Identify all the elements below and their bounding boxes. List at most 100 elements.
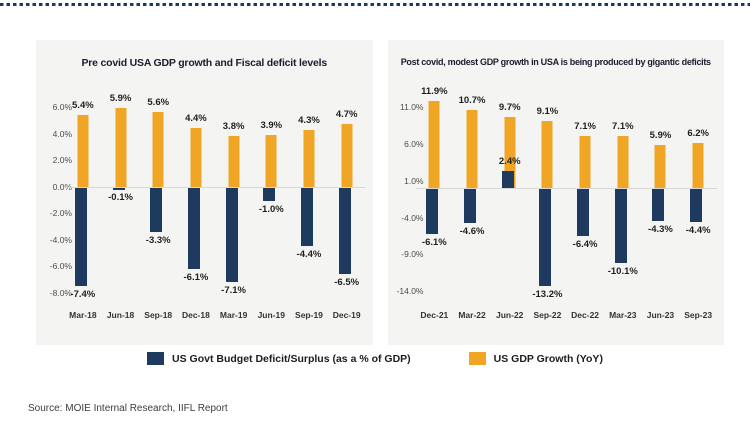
x-axis-tick-label: Jun-19 — [257, 310, 285, 320]
gdp-growth-value-label: 4.3% — [298, 114, 320, 126]
x-axis-labels: Mar-18 Jun-18 Sep-18 Dec-18 Mar-19 Jun-19 Sep-… — [64, 310, 366, 320]
deficit-bar — [464, 189, 477, 224]
bar-column: 5.6% -3.3% — [139, 95, 177, 305]
deficit-bar — [150, 187, 163, 232]
post-covid-chart-panel: Post covid, modest GDP growth in USA is … — [387, 40, 725, 345]
y-axis-tick-label: 2.0% — [52, 155, 72, 166]
bar-column: 5.9% -4.3% — [642, 95, 680, 305]
y-axis-tick-label: -14.0% — [396, 286, 424, 297]
gdp-growth-bar — [77, 114, 89, 187]
bar-column: 11.9% -6.1% — [416, 86, 454, 305]
bar-column: 9.7% 2.4% — [491, 95, 529, 305]
bar-column: 3.9% -1.0% — [252, 95, 290, 305]
deficit-bar — [112, 187, 125, 190]
gdp-growth-value-label: 10.7% — [458, 94, 486, 106]
gdp-growth-value-label: 5.4% — [72, 99, 94, 111]
post-covid-chart-plot: 11.0% 6.0% 1.0% -4.0% -9.0% -14.0% 11.9% -6.1% 1… — [388, 40, 725, 345]
deficit-value-label: -3.3% — [145, 234, 171, 246]
gdp-growth-legend-swatch-icon — [468, 352, 486, 365]
zero-gridline — [415, 188, 717, 190]
deficit-bar — [614, 189, 627, 264]
deficit-bar — [338, 187, 351, 275]
gdp-growth-bar — [190, 128, 202, 187]
x-axis-labels: Dec-21 Mar-22 Jun-22 Sep-22 Dec-22 Mar-23 Jun-… — [416, 310, 718, 320]
x-axis-tick-label: Sep-23 — [684, 310, 713, 320]
pre-covid-chart-title: Pre covid USA GDP growth and Fiscal defi… — [81, 57, 328, 69]
bar-column: 4.4% -6.1% — [177, 95, 215, 305]
deficit-value-label: -6.1% — [183, 271, 209, 283]
deficit-value-label: -4.3% — [648, 223, 673, 235]
y-axis-tick-label: -4.0% — [401, 212, 424, 223]
bar-columns: 5.4% -7.4% 5.9% -0.1% 5.6% -3.3% 4.4% -6.1% 3.8%… — [64, 93, 366, 305]
gdp-growth-value-label: 11.9% — [421, 85, 448, 97]
deficit-bar — [577, 189, 590, 237]
y-axis-tick-label: -4.0% — [49, 234, 72, 245]
bar-column: 4.7% -6.5% — [328, 95, 366, 305]
gdp-growth-value-label: 5.6% — [147, 97, 170, 109]
deficit-value-label: -0.1% — [108, 192, 133, 204]
gdp-growth-bar — [654, 144, 666, 189]
bar-column: 6.2% -4.4% — [679, 95, 717, 305]
x-axis-tick-label: Dec-18 — [181, 310, 210, 320]
zero-gridline — [64, 186, 366, 188]
y-axis-tick-label: -6.0% — [49, 261, 72, 272]
gdp-growth-value-label: 3.8% — [222, 121, 245, 133]
gdp-growth-value-label: 4.4% — [185, 113, 207, 125]
x-axis-tick-label: Jun-23 — [646, 310, 675, 320]
y-axis-tick-label: -9.0% — [401, 249, 424, 260]
x-axis-tick-label: Mar-23 — [609, 310, 637, 320]
x-axis-tick-label: Sep-18 — [144, 310, 173, 320]
x-axis-tick-label: Jun-22 — [496, 310, 524, 320]
x-axis-tick-label: Mar-18 — [69, 310, 97, 320]
bar-column: 5.4% -7.4% — [64, 95, 102, 305]
x-axis-tick-label: Dec-22 — [571, 310, 600, 320]
y-axis-tick-label: -2.0% — [49, 208, 72, 219]
gdp-growth-value-label: 9.1% — [536, 106, 559, 118]
y-axis-tick-label: 6.0% — [404, 139, 424, 150]
gdp-growth-bar — [341, 124, 353, 187]
gdp-growth-value-label: 7.1% — [611, 121, 634, 133]
legend-label: US GDP Growth (YoY) — [493, 352, 603, 365]
y-axis-tick-label: 6.0% — [52, 101, 72, 112]
bar-column: 5.9% -0.1% — [102, 93, 140, 305]
gdp-growth-bar — [541, 121, 553, 189]
gdp-growth-bar — [692, 142, 704, 189]
x-axis-tick-label: Sep-22 — [533, 310, 562, 320]
gdp-growth-bar — [579, 136, 591, 189]
deficit-bar — [539, 189, 552, 287]
gdp-growth-value-label: 5.9% — [649, 129, 672, 141]
pre-covid-chart-plot: 6.0% 4.0% 2.0% 0.0% -2.0% -4.0% -6.0% -8.0% 5.4%… — [36, 40, 373, 345]
deficit-bar — [225, 187, 238, 283]
y-axis-tick-label: 0.0% — [52, 181, 72, 192]
gdp-growth-bar — [504, 117, 516, 189]
bar-columns: 11.9% -6.1% 10.7% -4.6% 9.7% 2.4% 9.1% -13.2% 7.… — [416, 86, 718, 305]
x-axis-tick-label: Jun-18 — [106, 310, 135, 320]
gdp-growth-value-label: 5.9% — [109, 93, 132, 105]
gdp-growth-value-label: 3.9% — [260, 119, 283, 131]
bar-column: 10.7% -4.6% — [453, 95, 491, 305]
bar-column: 4.3% -4.4% — [290, 95, 328, 305]
deficit-bar — [652, 189, 665, 221]
deficit-value-label: -10.1% — [607, 266, 638, 278]
deficit-bar — [690, 189, 703, 222]
gdp-growth-bar — [152, 112, 164, 187]
gdp-growth-bar — [115, 108, 127, 187]
source-attribution: Source: MOIE Internal Research, IIFL Rep… — [28, 403, 228, 414]
deficit-bar — [300, 187, 313, 247]
y-axis-tick-label: 1.0% — [404, 175, 424, 186]
y-axis-tick-label: -8.0% — [49, 288, 72, 299]
chart-panels-row: Pre covid USA GDP growth and Fiscal defi… — [36, 40, 724, 345]
x-axis-tick-label: Dec-21 — [420, 310, 449, 320]
gdp-growth-bar — [265, 134, 277, 187]
deficit-value-label: -6.4% — [572, 239, 598, 251]
deficit-bar — [187, 187, 200, 269]
deficit-value-label: -6.1% — [421, 237, 447, 249]
dotted-divider-line — [0, 3, 750, 6]
y-axis-tick-label: 4.0% — [52, 128, 72, 139]
gdp-growth-value-label: 4.7% — [335, 109, 358, 121]
gdp-growth-bar — [428, 100, 440, 189]
chart-legend: US Govt Budget Deficit/Surplus (as a % o… — [0, 352, 750, 365]
legend-item: US Govt Budget Deficit/Surplus (as a % o… — [147, 352, 411, 365]
gdp-growth-value-label: 9.7% — [498, 102, 521, 114]
